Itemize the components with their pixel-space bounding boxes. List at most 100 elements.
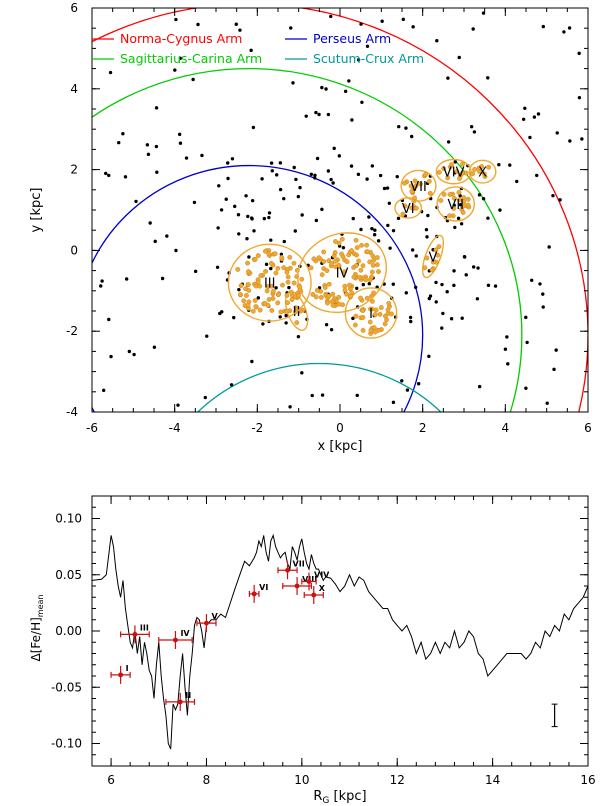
group-member bbox=[280, 282, 285, 288]
group-member bbox=[310, 291, 316, 297]
star-point bbox=[367, 215, 371, 219]
group-member bbox=[255, 253, 261, 258]
group-member bbox=[465, 202, 471, 208]
group-member bbox=[375, 262, 380, 268]
star-point bbox=[226, 176, 230, 181]
star-point bbox=[99, 284, 103, 288]
star-point bbox=[324, 322, 329, 327]
group-member bbox=[311, 256, 317, 262]
group-member bbox=[424, 255, 430, 261]
star-point bbox=[449, 316, 454, 321]
star-point bbox=[387, 201, 392, 205]
star-point bbox=[153, 239, 157, 244]
group-point-3 bbox=[173, 637, 178, 643]
group-member bbox=[354, 245, 360, 251]
star-point bbox=[341, 245, 346, 250]
group-member bbox=[460, 210, 466, 215]
star-point bbox=[471, 27, 475, 31]
group-label-9: X bbox=[478, 166, 487, 181]
group-member bbox=[482, 174, 488, 179]
star-point bbox=[261, 322, 265, 326]
star-point bbox=[445, 290, 449, 294]
star-point bbox=[372, 233, 377, 237]
star-point bbox=[386, 223, 390, 228]
star-point bbox=[293, 229, 297, 233]
group-member bbox=[321, 259, 327, 264]
top-y-tick-label: 4 bbox=[70, 82, 78, 96]
star-point bbox=[232, 315, 236, 320]
star-point bbox=[370, 226, 374, 231]
group-member bbox=[408, 183, 414, 189]
star-point bbox=[380, 19, 384, 23]
group-member bbox=[363, 277, 369, 283]
group-member bbox=[316, 255, 322, 261]
star-point bbox=[400, 379, 404, 383]
star-point bbox=[320, 85, 324, 90]
top-x-tick-label: 6 bbox=[584, 421, 592, 435]
star-point bbox=[315, 156, 320, 161]
star-point bbox=[558, 198, 562, 202]
group-member bbox=[238, 283, 244, 289]
star-point bbox=[428, 294, 433, 298]
star-point bbox=[541, 292, 545, 296]
group-member bbox=[371, 258, 376, 263]
group-label-0: I bbox=[369, 307, 373, 322]
star-point bbox=[229, 383, 234, 387]
group-member bbox=[353, 263, 359, 268]
group-member bbox=[336, 262, 342, 268]
star-point bbox=[337, 154, 342, 158]
star-point bbox=[226, 161, 230, 165]
legend-label-0: Norma-Cygnus Arm bbox=[120, 31, 242, 46]
group-ellipse-4 bbox=[421, 234, 445, 279]
star-point bbox=[486, 283, 491, 288]
star-point bbox=[405, 388, 410, 392]
group-member bbox=[318, 294, 324, 300]
star-point bbox=[314, 110, 318, 115]
group-label-7: VII bbox=[447, 198, 464, 213]
star-point bbox=[134, 199, 138, 204]
star-point bbox=[457, 55, 461, 60]
star-point bbox=[314, 218, 319, 223]
group-member bbox=[364, 295, 370, 301]
star-point bbox=[440, 282, 444, 287]
star-point bbox=[304, 114, 308, 118]
group-member bbox=[360, 308, 366, 313]
group-member bbox=[450, 213, 456, 219]
group-member bbox=[324, 268, 330, 274]
group-member bbox=[367, 319, 373, 325]
star-point bbox=[373, 228, 377, 232]
star-point bbox=[250, 198, 255, 203]
top-y-tick-label: -4 bbox=[66, 405, 78, 419]
star-points bbox=[99, 11, 584, 409]
star-point bbox=[355, 286, 359, 290]
star-point bbox=[551, 193, 555, 198]
star-point bbox=[282, 239, 286, 244]
star-point bbox=[404, 126, 408, 130]
group-errorbars: IIIIIIIVVVIVIIVIIIVIVX bbox=[110, 559, 558, 728]
star-point bbox=[284, 313, 288, 318]
star-point bbox=[124, 277, 129, 281]
star-point bbox=[562, 30, 566, 34]
star-point bbox=[260, 177, 264, 181]
arm-2 bbox=[92, 68, 523, 412]
star-point bbox=[351, 316, 355, 321]
star-point bbox=[289, 26, 293, 30]
star-point bbox=[278, 315, 282, 319]
star-point bbox=[155, 170, 159, 174]
star-point bbox=[269, 238, 273, 242]
group-member bbox=[265, 302, 271, 308]
star-point bbox=[476, 266, 480, 270]
star-point bbox=[359, 227, 363, 232]
group-member bbox=[250, 308, 256, 314]
group-member bbox=[308, 265, 314, 271]
group-member bbox=[360, 263, 366, 269]
star-point bbox=[414, 254, 418, 258]
group-member bbox=[288, 289, 294, 295]
star-point bbox=[216, 226, 220, 230]
star-point bbox=[329, 177, 333, 182]
group-member bbox=[272, 251, 278, 257]
star-point bbox=[220, 310, 224, 314]
star-point bbox=[313, 176, 317, 180]
group-member bbox=[235, 267, 241, 272]
